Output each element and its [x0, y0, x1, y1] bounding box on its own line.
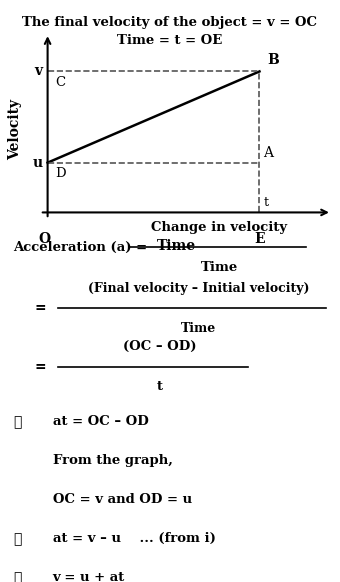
Text: O: O — [38, 232, 50, 246]
Text: Time = t = OE: Time = t = OE — [117, 34, 223, 47]
Text: OC = v and OD = u: OC = v and OD = u — [53, 494, 192, 506]
Text: Velocity: Velocity — [8, 99, 22, 160]
Text: t: t — [157, 380, 163, 393]
Text: (Final velocity – Initial velocity): (Final velocity – Initial velocity) — [88, 282, 310, 295]
Text: =: = — [34, 360, 46, 374]
Text: ∴: ∴ — [14, 415, 22, 429]
Text: (OC – OD): (OC – OD) — [123, 340, 197, 353]
Text: The final velocity of the object = v = OC: The final velocity of the object = v = O… — [22, 16, 318, 29]
Text: ∴: ∴ — [14, 571, 22, 582]
Text: C: C — [55, 76, 66, 89]
Text: Acceleration (a) =: Acceleration (a) = — [14, 241, 148, 254]
Text: From the graph,: From the graph, — [53, 455, 173, 467]
Text: =: = — [34, 301, 46, 315]
Text: u: u — [32, 155, 42, 170]
Text: D: D — [55, 168, 66, 180]
Text: v: v — [34, 65, 42, 79]
Text: v = u + at: v = u + at — [53, 572, 125, 582]
Text: Time: Time — [201, 261, 238, 274]
Text: A: A — [264, 146, 274, 159]
Text: Time: Time — [181, 322, 217, 335]
Text: E: E — [254, 232, 265, 246]
Text: B: B — [267, 53, 279, 67]
Text: at = v – u    ... (from i): at = v – u ... (from i) — [53, 533, 216, 545]
Text: t: t — [264, 196, 269, 209]
Text: at = OC – OD: at = OC – OD — [53, 416, 149, 428]
Text: Time: Time — [157, 239, 197, 253]
Text: ∴: ∴ — [14, 532, 22, 546]
Text: Change in velocity: Change in velocity — [151, 221, 287, 234]
